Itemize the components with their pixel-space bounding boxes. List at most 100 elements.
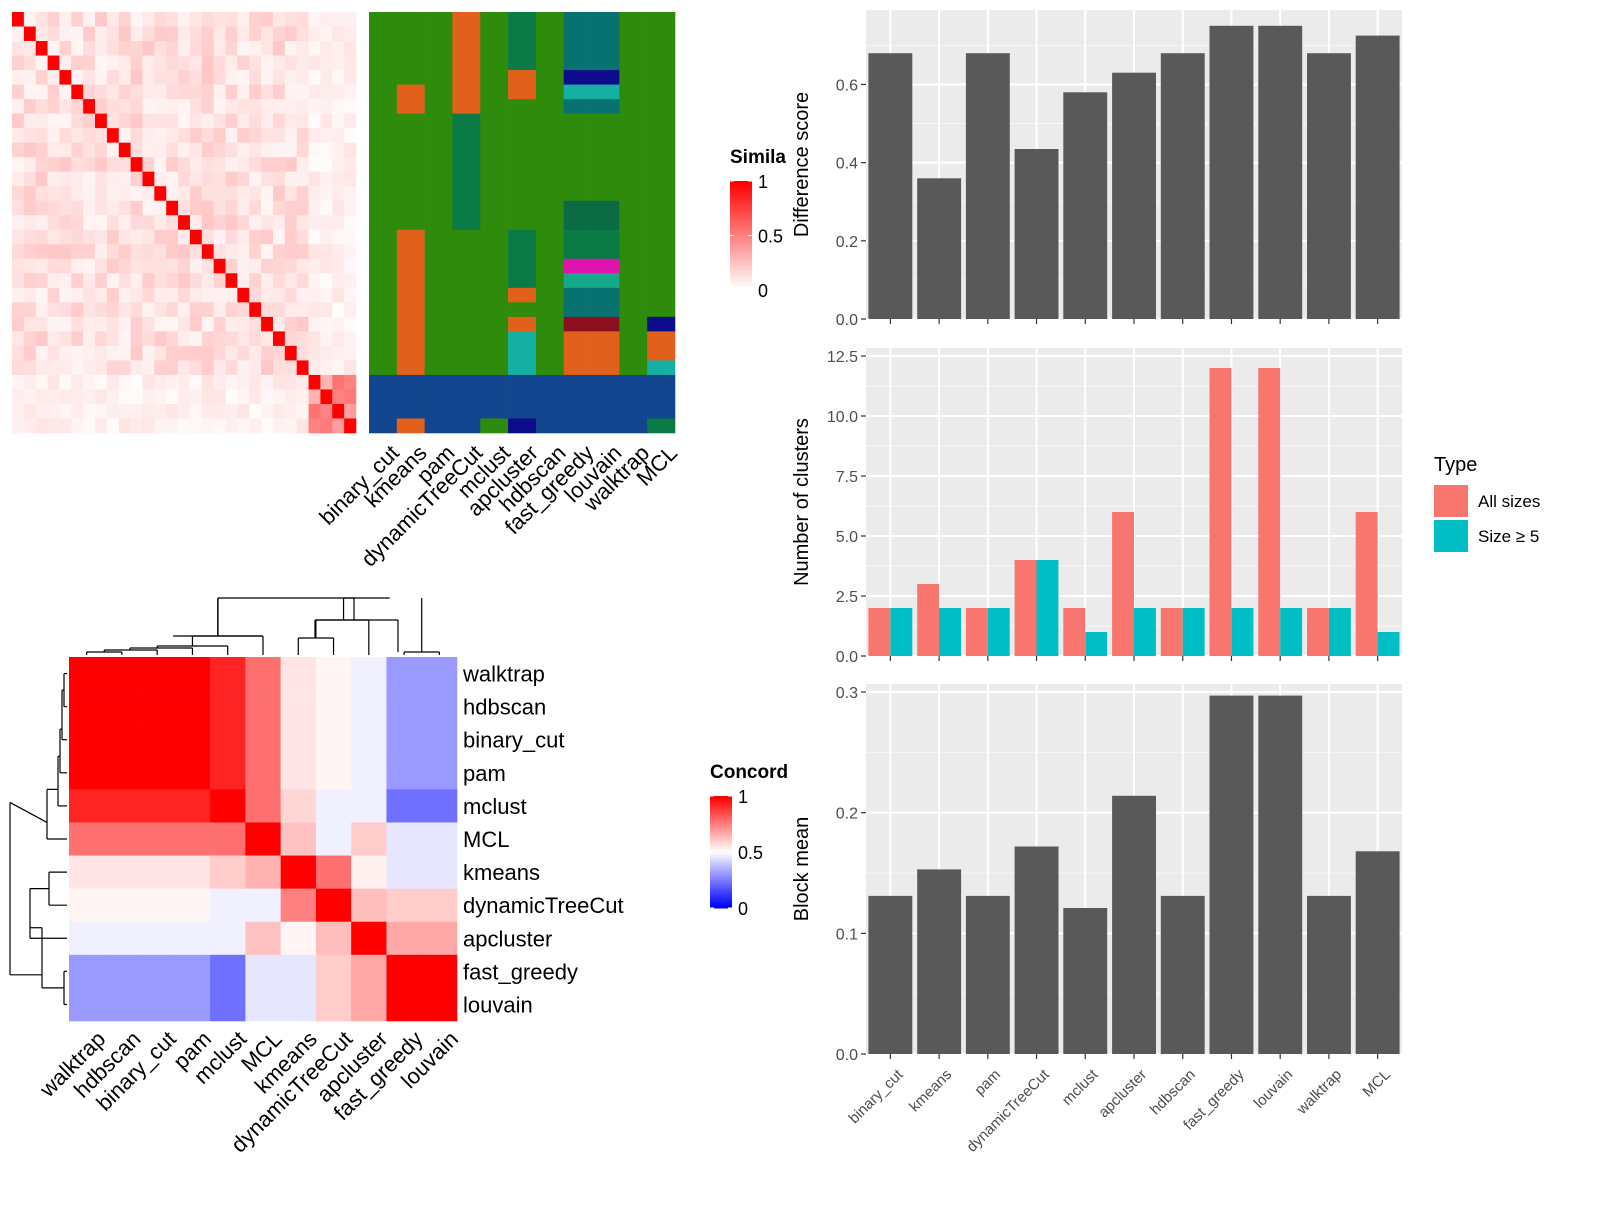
similarity-cell	[237, 99, 250, 114]
similarity-cell	[166, 12, 179, 27]
similarity-cell	[71, 84, 84, 100]
concordance-cell	[69, 690, 105, 724]
similarity-cell	[23, 128, 37, 143]
similarity-cell	[261, 157, 274, 172]
similarity-cell	[225, 171, 238, 187]
assignment-cell	[424, 374, 453, 434]
concordance-cell	[174, 954, 211, 989]
similarity-cell	[130, 157, 143, 172]
similarity-cell	[225, 41, 238, 56]
bar	[1160, 608, 1183, 656]
similarity-cell	[332, 128, 345, 143]
legend-gradient-step	[710, 896, 732, 901]
similarity-cell	[71, 157, 84, 172]
similarity-cell	[35, 26, 48, 42]
legend-gradient-step	[730, 251, 752, 256]
similarity-cell	[344, 374, 357, 390]
y-axis-title: Block mean	[791, 817, 813, 922]
similarity-cell	[23, 316, 37, 332]
similarity-cell	[35, 142, 48, 158]
legend-gradient-step	[710, 840, 732, 845]
similarity-cell	[95, 26, 108, 42]
concordance-cell	[174, 789, 211, 823]
similarity-cell	[296, 186, 309, 202]
y-tick-label: 12.5	[827, 349, 858, 366]
similarity-cell	[35, 12, 48, 27]
similarity-cell	[130, 331, 143, 347]
similarity-cell	[284, 171, 297, 187]
legend-gradient-step	[730, 216, 752, 220]
bar	[1160, 895, 1205, 1054]
similarity-cell	[284, 418, 297, 434]
similarity-cell	[71, 55, 84, 71]
similarity-cell	[118, 84, 131, 100]
similarity-cell	[95, 55, 108, 71]
similarity-cell	[213, 374, 226, 390]
similarity-cell	[47, 418, 60, 434]
similarity-cell	[47, 229, 60, 245]
bar	[1063, 908, 1108, 1054]
similarity-cell	[154, 99, 167, 114]
similarity-cell	[12, 244, 25, 260]
concordance-cell	[139, 855, 176, 889]
similarity-cell	[308, 389, 321, 405]
similarity-cell	[272, 26, 286, 42]
similarity-cell	[272, 331, 286, 347]
similarity-cell	[154, 258, 167, 274]
similarity-cell	[83, 84, 96, 100]
similarity-cell	[308, 113, 321, 129]
similarity-cell	[296, 316, 309, 332]
similarity-cell	[12, 26, 25, 42]
similarity-cell	[23, 113, 37, 129]
similarity-cell	[296, 70, 309, 85]
similarity-cell	[47, 316, 60, 332]
concordance-cell	[245, 756, 281, 790]
assignment-cell	[369, 12, 398, 376]
similarity-cell	[225, 55, 238, 71]
similarity-cell	[320, 389, 333, 405]
similarity-cell	[47, 302, 60, 318]
similarity-cell	[142, 41, 155, 56]
similarity-cell	[272, 374, 286, 390]
bar	[1258, 695, 1303, 1054]
concordance-cell	[245, 921, 281, 956]
similarity-cell	[332, 142, 345, 158]
similarity-cell	[320, 258, 333, 274]
similarity-cell	[189, 99, 203, 114]
similarity-cell	[118, 171, 131, 187]
similarity-cell	[284, 229, 297, 245]
similarity-cell	[284, 128, 297, 143]
similarity-cell	[154, 171, 167, 187]
similarity-cell	[118, 331, 131, 347]
similarity-cell	[83, 26, 96, 42]
similarity-cell	[166, 70, 179, 85]
similarity-cell	[95, 287, 108, 303]
similarity-cell	[142, 200, 155, 216]
bar	[987, 608, 1010, 656]
similarity-cell	[201, 331, 214, 347]
assignment-cell	[591, 99, 620, 114]
similarity-cell	[344, 99, 357, 114]
similarity-cell	[47, 70, 60, 85]
similarity-cell	[23, 258, 37, 274]
difference-score-panel: 0.0 0.2 0.4 0.6 Difference score	[791, 10, 1402, 329]
similarity-cell	[320, 215, 333, 231]
similarity-cell	[344, 171, 357, 187]
similarity-cell	[249, 273, 262, 289]
similarity-cell	[166, 215, 179, 231]
legend-tick-label: 1	[758, 172, 768, 192]
legend-tick-label: 0	[758, 281, 768, 301]
similarity-cell	[225, 316, 238, 332]
similarity-cell	[261, 113, 274, 129]
concordance-cell	[351, 855, 387, 889]
legend-gradient-step	[710, 818, 732, 822]
concordance-cell	[421, 690, 458, 724]
similarity-cell	[344, 244, 357, 260]
similarity-cell	[308, 26, 321, 42]
similarity-cell	[83, 302, 96, 318]
similarity-cell	[83, 258, 96, 274]
similarity-cell	[12, 200, 25, 216]
similarity-cell	[130, 244, 143, 260]
similarity-cell	[189, 157, 203, 172]
similarity-cell	[83, 157, 96, 172]
